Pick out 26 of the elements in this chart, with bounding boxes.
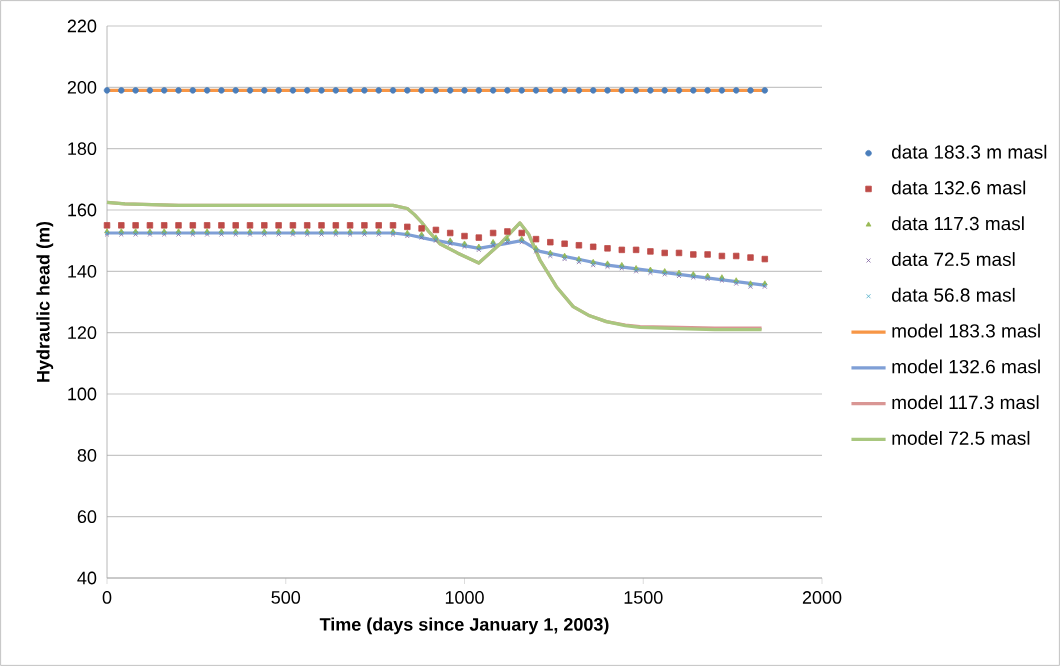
legend-label: data 72.5 masl [891,252,1015,267]
x-tick-label: 500 [271,591,301,604]
x-axis-title: Time (days since January 1, 2003) [319,617,609,635]
x-tick-label: 0 [102,591,112,604]
y-tick-label: 200 [67,80,97,94]
x-tick-label: 1500 [624,591,663,604]
legend-label: data 132.6 masl [891,180,1026,195]
legend-label: model 117.3 masl [892,395,1039,410]
y-tick-label: 160 [68,203,97,217]
y-tick-label: 80 [77,448,97,462]
x-tick-label: 2000 [802,591,842,604]
x-tick-label: 1000 [445,591,484,604]
y-axis-title: Hydraulic head (m) [36,221,54,382]
y-tick-label: 220 [67,19,97,33]
legend-label: data 183.3 m masl [891,144,1047,159]
y-tick-label: 40 [77,571,97,585]
legend-label: model 183.3 masl [892,323,1040,338]
y-tick-label: 100 [68,387,97,401]
y-tick-label: 140 [68,264,97,278]
legend-label: model 132.6 masl [892,359,1040,374]
y-tick-label: 180 [68,142,97,156]
legend-label: data 56.8 masl [891,287,1015,302]
legend-label: model 72.5 masl [892,430,1030,445]
legend-label: data 117.3 masl [891,216,1024,231]
y-tick-label: 120 [68,326,97,340]
y-tick-label: 60 [77,510,97,524]
